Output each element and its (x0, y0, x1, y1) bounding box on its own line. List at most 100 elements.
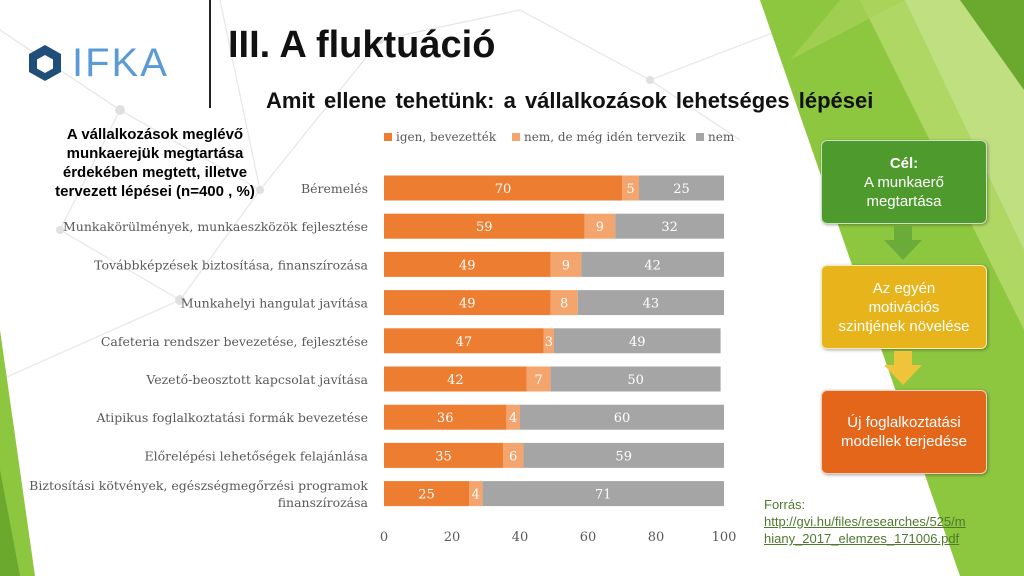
bar-value-label: 71 (595, 488, 612, 503)
bar-segment (615, 213, 724, 239)
x-tick-label: 0 (380, 530, 388, 545)
legend-swatch (384, 133, 392, 141)
bar-segment (526, 366, 551, 392)
category-label: Továbbképzések biztosítása, finanszírozá… (94, 257, 368, 272)
chart-title: A vállalkozások meglévő munkaerejük megt… (40, 125, 270, 201)
logo-text: IFKA (72, 40, 169, 85)
x-tick-label: 100 (712, 530, 737, 545)
bar-segment (384, 328, 544, 354)
bar-value-label: 59 (615, 449, 632, 464)
bar-segment (482, 481, 724, 507)
source-link[interactable]: hiany_2017_elemzes_171006.pdf (764, 531, 960, 546)
goal-box-line: A munkaerő (863, 173, 945, 191)
bar-segment (550, 366, 721, 392)
new-models-box-line: Új foglalkoztatási (847, 414, 961, 431)
category-label: Előrelépési lehetőségek felajánlása (144, 448, 368, 463)
bar-segment (384, 442, 503, 468)
category-label: Munkakörülmények, munkaeszközök fejleszt… (63, 219, 368, 234)
new-models-box-line: modellek terjedése (841, 433, 967, 450)
motivation-box-line: szintjének növelése (838, 317, 970, 335)
source-label: Forrás: (764, 497, 806, 512)
x-tick-label: 40 (512, 530, 529, 545)
x-tick-label: 20 (444, 530, 461, 545)
bar-segment (384, 481, 469, 507)
bar-value-label: 5 (626, 182, 634, 197)
x-tick-label: 80 (648, 530, 665, 545)
bar-segment (622, 175, 639, 201)
bar-segment (543, 328, 554, 354)
category-label: Biztosítási kötvények, egészségmegőrzési… (29, 478, 368, 493)
legend-label: nem, de még idén tervezik (524, 130, 686, 144)
legend-label: igen, bevezették (396, 130, 497, 144)
x-tick-label: 60 (580, 530, 597, 545)
legend-label: nem (708, 130, 735, 144)
bar-segment (550, 251, 582, 277)
chart-title-line: munkaerejük megtartása (66, 145, 244, 162)
bar-value-label: 42 (447, 373, 464, 388)
bar-segment (384, 290, 551, 316)
bar-value-label: 70 (495, 182, 512, 197)
category-label: Atipikus foglalkoztatási formák bevezeté… (95, 410, 368, 425)
bar-value-label: 6 (509, 449, 517, 464)
bar-segment (384, 251, 551, 277)
bar-segment (639, 175, 724, 201)
bar-segment (384, 404, 507, 430)
bar-segment (523, 442, 724, 468)
source-note: Forrás: http://gvi.hu/files/researches/5… (764, 496, 966, 547)
bar-value-label: 25 (673, 182, 690, 197)
bar-value-label: 49 (459, 297, 476, 312)
bar-value-label: 3 (545, 335, 553, 350)
motivation-box-line: motivációs (868, 298, 940, 316)
category-label: finanszírozása (278, 495, 369, 510)
bar-value-label: 49 (459, 258, 476, 273)
bar-value-label: 49 (629, 335, 646, 350)
bar-segment (506, 404, 520, 430)
bar-value-label: 4 (472, 488, 480, 503)
bar-value-label: 8 (560, 297, 568, 312)
bar-segment (581, 251, 724, 277)
bar-value-label: 50 (627, 373, 644, 388)
bar-segment (384, 213, 585, 239)
bar-segment (384, 366, 527, 392)
legend-swatch (696, 133, 704, 141)
bar-segment (503, 442, 524, 468)
bar-value-label: 25 (418, 488, 435, 503)
down-arrow-icon (884, 226, 922, 260)
category-label: Béremelés (301, 181, 368, 196)
ifka-logo: IFKA (28, 40, 188, 85)
slide-title: III. A fluktuáció (228, 24, 496, 66)
bar-segment (554, 328, 721, 354)
bar-segment (584, 213, 616, 239)
category-label: Cafeteria rendszer bevezetése, fejleszté… (101, 334, 368, 349)
bar-value-label: 9 (596, 220, 604, 235)
bar-value-label: 32 (661, 220, 678, 235)
goal-box-title: Cél: (889, 154, 919, 172)
new-models-box: Új foglalkoztatási modellek terjedése (821, 390, 987, 474)
down-arrow-icon (884, 351, 922, 385)
chart-title-line: A vállalkozások meglévő (66, 126, 244, 143)
goal-box: Cél: A munkaerő megtartása (821, 140, 987, 224)
chart-title-line: érdekében megtett, illetve (62, 164, 248, 181)
chart-title-line: tervezett lépései (n=400 , %) (55, 183, 255, 200)
bar-segment (577, 290, 724, 316)
legend-swatch (512, 133, 520, 141)
bar-value-label: 9 (562, 258, 570, 273)
bar-value-label: 42 (644, 258, 661, 273)
slide-subtitle: Amit ellene tehetünk: a vállalkozások le… (266, 88, 874, 113)
goal-box-line: megtartása (866, 192, 942, 210)
source-link[interactable]: http://gvi.hu/files/researches/525/m (764, 514, 966, 529)
bar-segment (520, 404, 724, 430)
bar-value-label: 7 (535, 373, 543, 388)
bar-value-label: 36 (437, 411, 454, 426)
category-label: Munkahelyi hangulat javítása (181, 296, 369, 311)
bar-segment (469, 481, 483, 507)
bar-segment (550, 290, 578, 316)
hexagon-logo-icon (29, 45, 61, 81)
motivation-box-line: Az egyén (872, 279, 936, 297)
motivation-box: Az egyén motivációs szintjének növelése (821, 265, 987, 349)
bar-value-label: 60 (614, 411, 631, 426)
bar-value-label: 47 (456, 335, 473, 350)
bar-value-label: 43 (643, 297, 660, 312)
category-label: Vezető-beosztott kapcsolat javítása (145, 372, 368, 387)
